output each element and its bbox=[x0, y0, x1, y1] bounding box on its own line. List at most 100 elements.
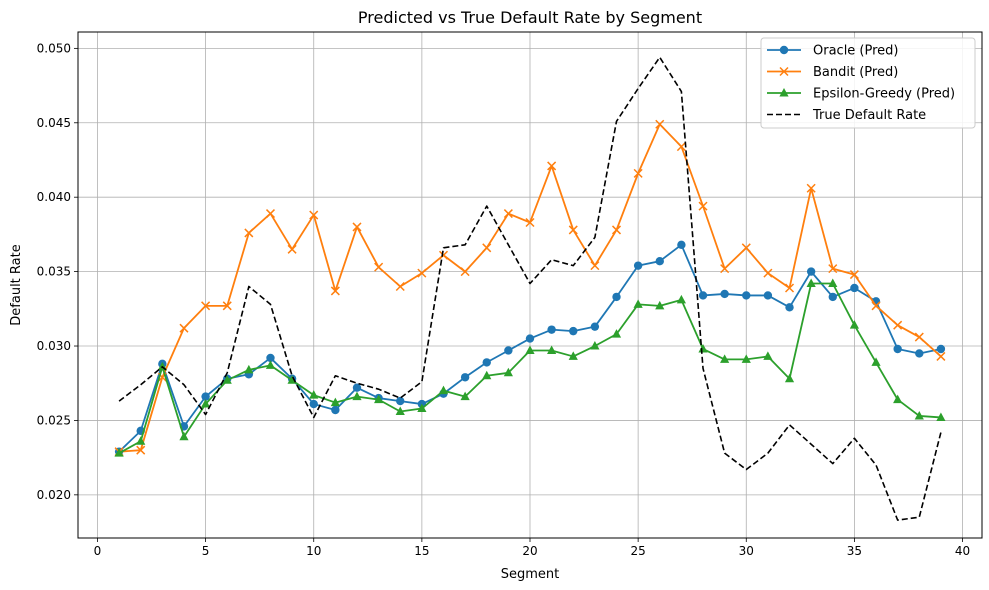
data-point bbox=[611, 329, 622, 338]
data-point bbox=[936, 412, 946, 421]
data-point bbox=[720, 354, 730, 363]
data-point bbox=[893, 320, 903, 330]
series-2 bbox=[114, 278, 946, 457]
data-point bbox=[893, 344, 902, 354]
data-point bbox=[525, 345, 535, 354]
data-point bbox=[460, 391, 470, 401]
y-axis-label: Default Rate bbox=[9, 244, 24, 325]
data-point bbox=[352, 391, 362, 401]
data-point bbox=[633, 261, 643, 270]
data-point bbox=[482, 358, 491, 367]
chart-title: Predicted vs True Default Rate by Segmen… bbox=[358, 8, 702, 27]
data-point bbox=[503, 367, 513, 377]
data-point bbox=[374, 262, 384, 272]
data-point bbox=[698, 291, 708, 300]
series-line bbox=[118, 56, 942, 521]
data-point bbox=[266, 353, 275, 363]
x-tick-label: 5 bbox=[202, 544, 210, 558]
data-point bbox=[136, 445, 146, 455]
data-point bbox=[201, 301, 211, 311]
legend: Oracle (Pred) Bandit (Pred) Epsilon-Greedy… bbox=[760, 37, 976, 129]
y-tick-label: 0.020 bbox=[37, 488, 71, 502]
data-point bbox=[720, 289, 729, 299]
data-point bbox=[136, 436, 146, 445]
x-tick-label: 15 bbox=[414, 544, 429, 558]
data-point bbox=[417, 268, 427, 278]
data-point bbox=[309, 390, 319, 399]
data-point bbox=[828, 292, 837, 302]
data-point bbox=[547, 161, 557, 171]
data-point bbox=[611, 225, 622, 235]
data-point bbox=[179, 431, 189, 441]
y-tick-label: 0.030 bbox=[37, 339, 71, 353]
series-3 bbox=[118, 56, 942, 521]
data-point bbox=[460, 373, 470, 382]
data-point bbox=[179, 323, 189, 333]
data-point bbox=[698, 343, 708, 353]
data-point bbox=[309, 210, 319, 220]
data-point bbox=[547, 345, 557, 354]
data-point bbox=[741, 243, 751, 253]
data-point bbox=[655, 256, 664, 266]
y-tick-label: 0.050 bbox=[37, 41, 71, 55]
data-point bbox=[525, 334, 535, 343]
data-point bbox=[590, 322, 600, 331]
legend-marker bbox=[779, 66, 789, 77]
data-point bbox=[244, 364, 254, 374]
data-point bbox=[287, 244, 297, 254]
y-tick-label: 0.045 bbox=[37, 116, 71, 130]
data-point bbox=[936, 351, 946, 361]
data-point bbox=[871, 357, 881, 366]
data-point bbox=[720, 264, 730, 274]
data-point bbox=[503, 209, 513, 219]
data-point bbox=[763, 268, 773, 278]
data-point bbox=[806, 278, 816, 288]
data-point bbox=[655, 300, 665, 310]
x-tick-label: 40 bbox=[955, 544, 970, 558]
data-point bbox=[914, 332, 924, 342]
legend-label: Bandit (Pred) bbox=[813, 65, 898, 80]
data-point bbox=[265, 360, 276, 369]
data-point bbox=[742, 291, 751, 300]
data-point bbox=[460, 267, 470, 277]
data-point bbox=[914, 410, 924, 420]
legend-box bbox=[760, 37, 976, 129]
data-point bbox=[504, 346, 513, 355]
legend-label: True Default Rate bbox=[812, 108, 926, 123]
x-tick-label: 20 bbox=[522, 544, 537, 558]
data-point bbox=[785, 303, 794, 312]
legend-marker bbox=[779, 45, 789, 55]
data-point bbox=[330, 286, 340, 296]
data-point bbox=[741, 354, 751, 363]
data-point bbox=[395, 406, 405, 415]
data-point bbox=[244, 228, 254, 238]
data-point bbox=[871, 301, 881, 311]
data-point bbox=[222, 301, 232, 311]
data-point bbox=[849, 320, 860, 329]
y-tick-label: 0.025 bbox=[37, 413, 71, 427]
series-1 bbox=[114, 119, 946, 457]
data-point bbox=[784, 283, 795, 293]
x-axis-label: Segment bbox=[501, 567, 560, 582]
data-point bbox=[676, 294, 686, 304]
data-point bbox=[200, 399, 211, 408]
data-point bbox=[850, 283, 859, 293]
y-tick-label: 0.035 bbox=[37, 265, 71, 279]
data-point bbox=[633, 299, 643, 308]
data-point bbox=[201, 392, 210, 401]
data-point bbox=[849, 270, 859, 280]
x-tick-label: 35 bbox=[847, 544, 862, 558]
data-point bbox=[114, 448, 124, 457]
data-point bbox=[396, 396, 405, 406]
data-point bbox=[482, 243, 492, 253]
data-point bbox=[438, 250, 449, 260]
data-point bbox=[806, 267, 816, 276]
data-point bbox=[568, 351, 578, 360]
x-tick-label: 0 bbox=[94, 544, 102, 558]
data-point bbox=[547, 325, 556, 334]
data-point bbox=[352, 222, 362, 232]
data-point bbox=[612, 292, 621, 302]
data-point bbox=[569, 326, 578, 336]
data-point bbox=[482, 370, 492, 380]
